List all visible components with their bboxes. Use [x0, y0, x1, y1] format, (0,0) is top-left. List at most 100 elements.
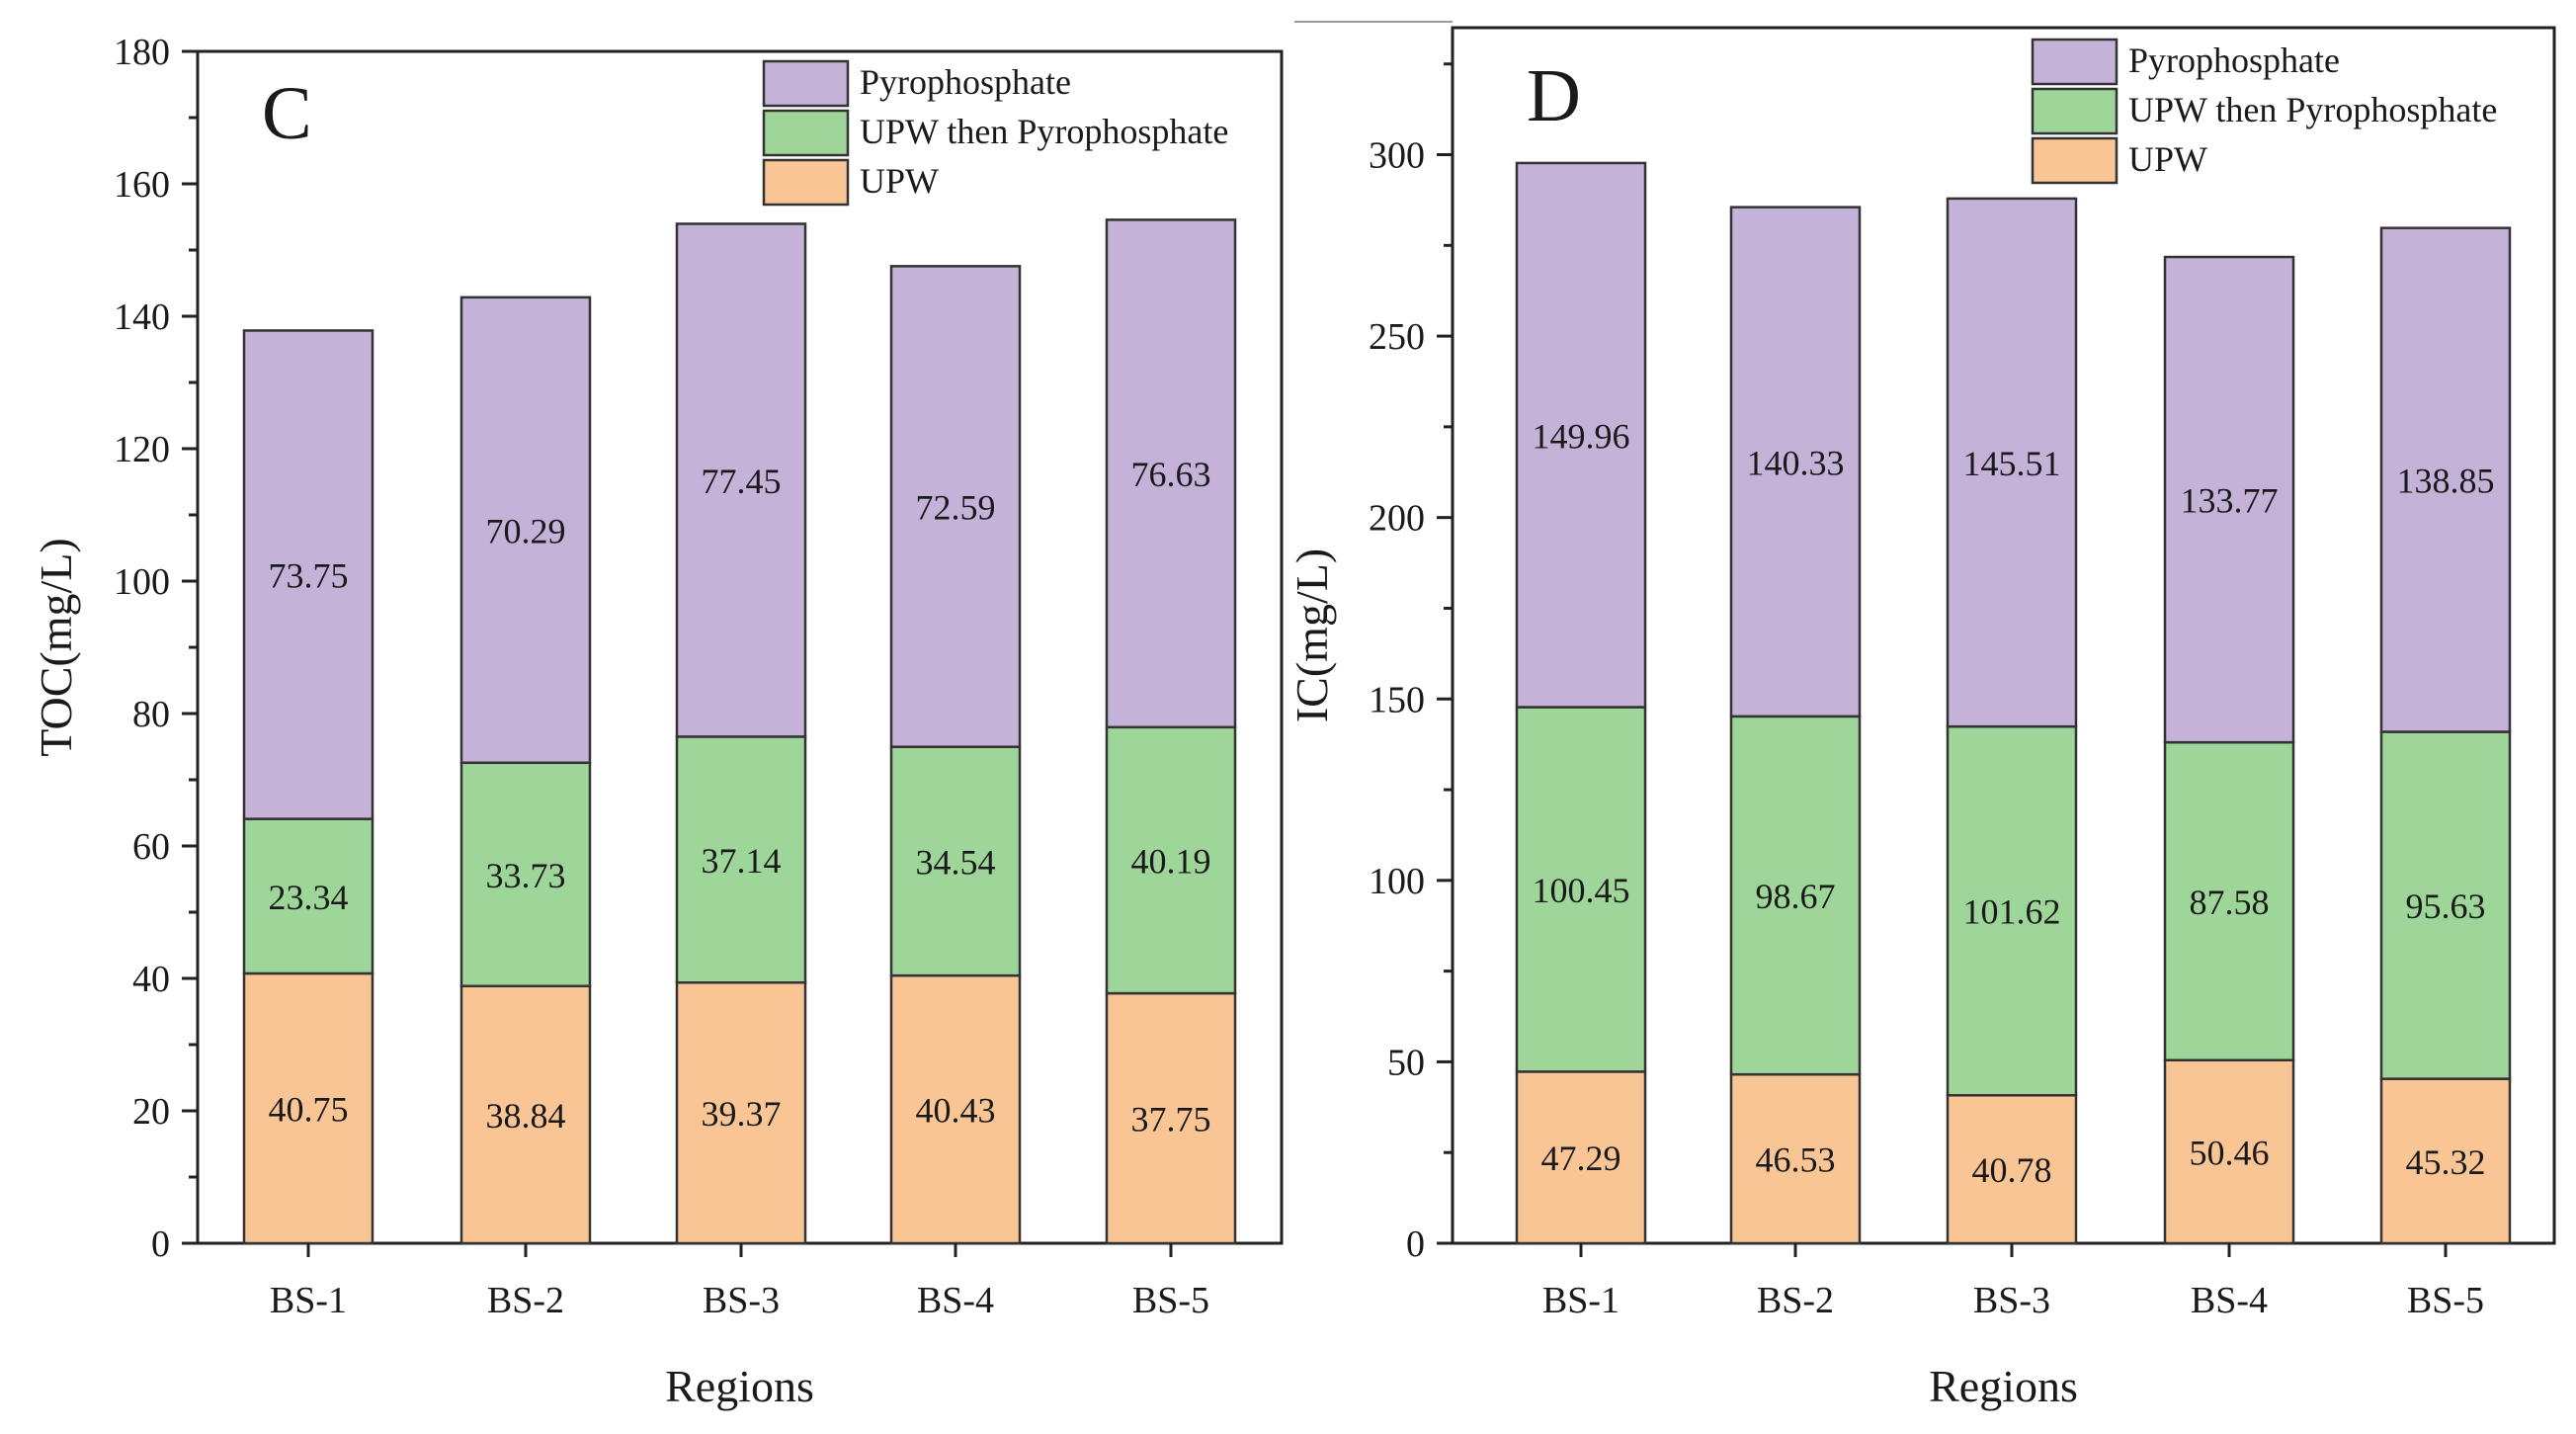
bar-bs-2-pyro — [1729, 206, 1862, 718]
data-label: 50.46 — [2190, 1133, 2270, 1172]
data-label: 72.59 — [916, 488, 996, 528]
data-label: 45.32 — [2406, 1142, 2486, 1182]
y-axis-title: IC(mg/L) — [1287, 548, 1337, 722]
x-tick-label: BS-4 — [2191, 1280, 2268, 1321]
y-tick-label: 100 — [1369, 861, 1425, 902]
y-tick-label: 120 — [114, 429, 170, 470]
data-label: 46.53 — [1756, 1140, 1836, 1180]
bar-bs-2-pyro — [459, 295, 592, 765]
y-tick-label: 80 — [132, 694, 170, 735]
bar-bs-4-upw_then_pyro — [889, 745, 1022, 977]
data-label: 76.63 — [1131, 455, 1211, 494]
y-tick-label: 160 — [114, 164, 170, 206]
x-axis-title: Regions — [1929, 1361, 2078, 1411]
bar-bs-1-pyro — [242, 329, 374, 820]
bar-bs-4-pyro — [2163, 255, 2295, 744]
data-label: 140.33 — [1747, 443, 1845, 482]
x-tick-label: BS-5 — [2407, 1280, 2484, 1321]
data-label: 34.54 — [916, 842, 996, 882]
data-label: 138.85 — [2397, 462, 2495, 501]
legend-swatch — [2031, 38, 2119, 86]
y-tick-label: 0 — [151, 1223, 170, 1265]
data-label: 37.75 — [1131, 1100, 1211, 1139]
legend-label: UPW — [2128, 139, 2207, 179]
data-label: 98.67 — [1756, 877, 1836, 916]
data-label: 40.19 — [1131, 841, 1211, 881]
y-tick-label: 20 — [132, 1091, 170, 1133]
bar-bs-1-pyro — [1515, 161, 1647, 709]
data-label: 40.43 — [916, 1091, 996, 1131]
y-tick-label: 50 — [1387, 1042, 1425, 1083]
data-label: 149.96 — [1533, 416, 1630, 456]
y-tick-label: 180 — [114, 32, 170, 73]
data-label: 133.77 — [2181, 481, 2279, 521]
bar-bs-1-upw — [1515, 1070, 1647, 1245]
chart-panel-c: 40.75 23.34 73.75 BS-1 38.84 33.73 70.29 BS-2 39… — [31, 32, 1284, 1411]
legend-swatch — [762, 158, 850, 207]
y-tick-label: 200 — [1369, 498, 1425, 540]
legend-swatch — [762, 109, 850, 157]
bar-bs-3-upw_then_pyro — [1946, 724, 2078, 1097]
x-tick-label: BS-3 — [1973, 1280, 2050, 1321]
legend-label: UPW then Pyrophosphate — [860, 112, 1228, 151]
panel-label: C — [262, 72, 312, 155]
legend-label: Pyrophosphate — [2128, 41, 2340, 80]
data-label: 23.34 — [269, 878, 349, 917]
x-tick-label: BS-4 — [917, 1280, 994, 1321]
x-tick-label: BS-2 — [1757, 1280, 1834, 1321]
y-tick-label: 150 — [1369, 679, 1425, 720]
legend-label: UPW — [860, 161, 939, 201]
bar-bs-5-upw — [2379, 1077, 2512, 1245]
panel-label: D — [1527, 54, 1581, 137]
bar-bs-5-pyro — [1105, 218, 1237, 729]
y-tick-label: 0 — [1406, 1223, 1425, 1265]
x-axis-title: Regions — [665, 1361, 814, 1411]
bar-bs-3-upw_then_pyro — [675, 735, 807, 984]
data-label: 38.84 — [486, 1096, 566, 1136]
bar-bs-2-upw_then_pyro — [459, 761, 592, 988]
bar-bs-5-upw_then_pyro — [1105, 725, 1237, 995]
y-tick-label: 40 — [132, 959, 170, 1000]
bar-bs-5-upw_then_pyro — [2379, 730, 2512, 1080]
bar-bs-3-pyro — [1946, 197, 2078, 728]
y-tick-label: 140 — [114, 296, 170, 338]
bar-bs-4-upw — [889, 973, 1022, 1245]
x-tick-label: BS-3 — [703, 1280, 780, 1321]
x-tick-label: BS-2 — [487, 1280, 564, 1321]
data-label: 39.37 — [702, 1094, 782, 1134]
bar-bs-3-pyro — [675, 222, 807, 738]
data-label: 101.62 — [1963, 892, 2061, 932]
bar-bs-1-upw_then_pyro — [242, 817, 374, 975]
data-label: 87.58 — [2190, 883, 2270, 922]
bar-bs-4-pyro — [889, 265, 1022, 748]
data-label: 37.14 — [702, 841, 782, 881]
bar-bs-2-upw — [459, 984, 592, 1245]
y-tick-label: 60 — [132, 826, 170, 868]
legend: Pyrophosphate UPW then Pyrophosphate UPW — [2031, 38, 2497, 185]
chart-panel-d: 47.29 100.45 149.96 BS-1 46.53 98.67 140.33 BS-… — [1287, 26, 2556, 1411]
data-label: 77.45 — [702, 462, 782, 501]
legend-swatch — [2031, 87, 2119, 135]
bar-bs-4-upw_then_pyro — [2163, 740, 2295, 1061]
data-label: 70.29 — [486, 511, 566, 550]
legend: Pyrophosphate UPW then Pyrophosphate UPW — [762, 59, 1228, 207]
bar-bs-1-upw_then_pyro — [1515, 706, 1647, 1073]
data-label: 47.29 — [1541, 1139, 1621, 1178]
legend-label: Pyrophosphate — [860, 62, 1071, 102]
bar-bs-5-upw — [1105, 991, 1237, 1245]
data-label: 40.75 — [269, 1089, 349, 1129]
legend-swatch — [762, 59, 850, 108]
x-tick-label: BS-1 — [270, 1280, 347, 1321]
data-label: 100.45 — [1533, 871, 1630, 910]
bar-bs-5-pyro — [2379, 226, 2512, 733]
legend-label: UPW then Pyrophosphate — [2128, 90, 2497, 129]
y-axis-title: TOC(mg/L) — [31, 538, 81, 756]
y-tick-label: 300 — [1369, 135, 1425, 177]
x-tick-label: BS-1 — [1542, 1280, 1620, 1321]
data-label: 95.63 — [2406, 886, 2486, 926]
y-tick-label: 100 — [114, 561, 170, 603]
data-label: 33.73 — [486, 856, 566, 895]
data-label: 73.75 — [269, 556, 349, 596]
x-tick-label: BS-5 — [1132, 1280, 1209, 1321]
